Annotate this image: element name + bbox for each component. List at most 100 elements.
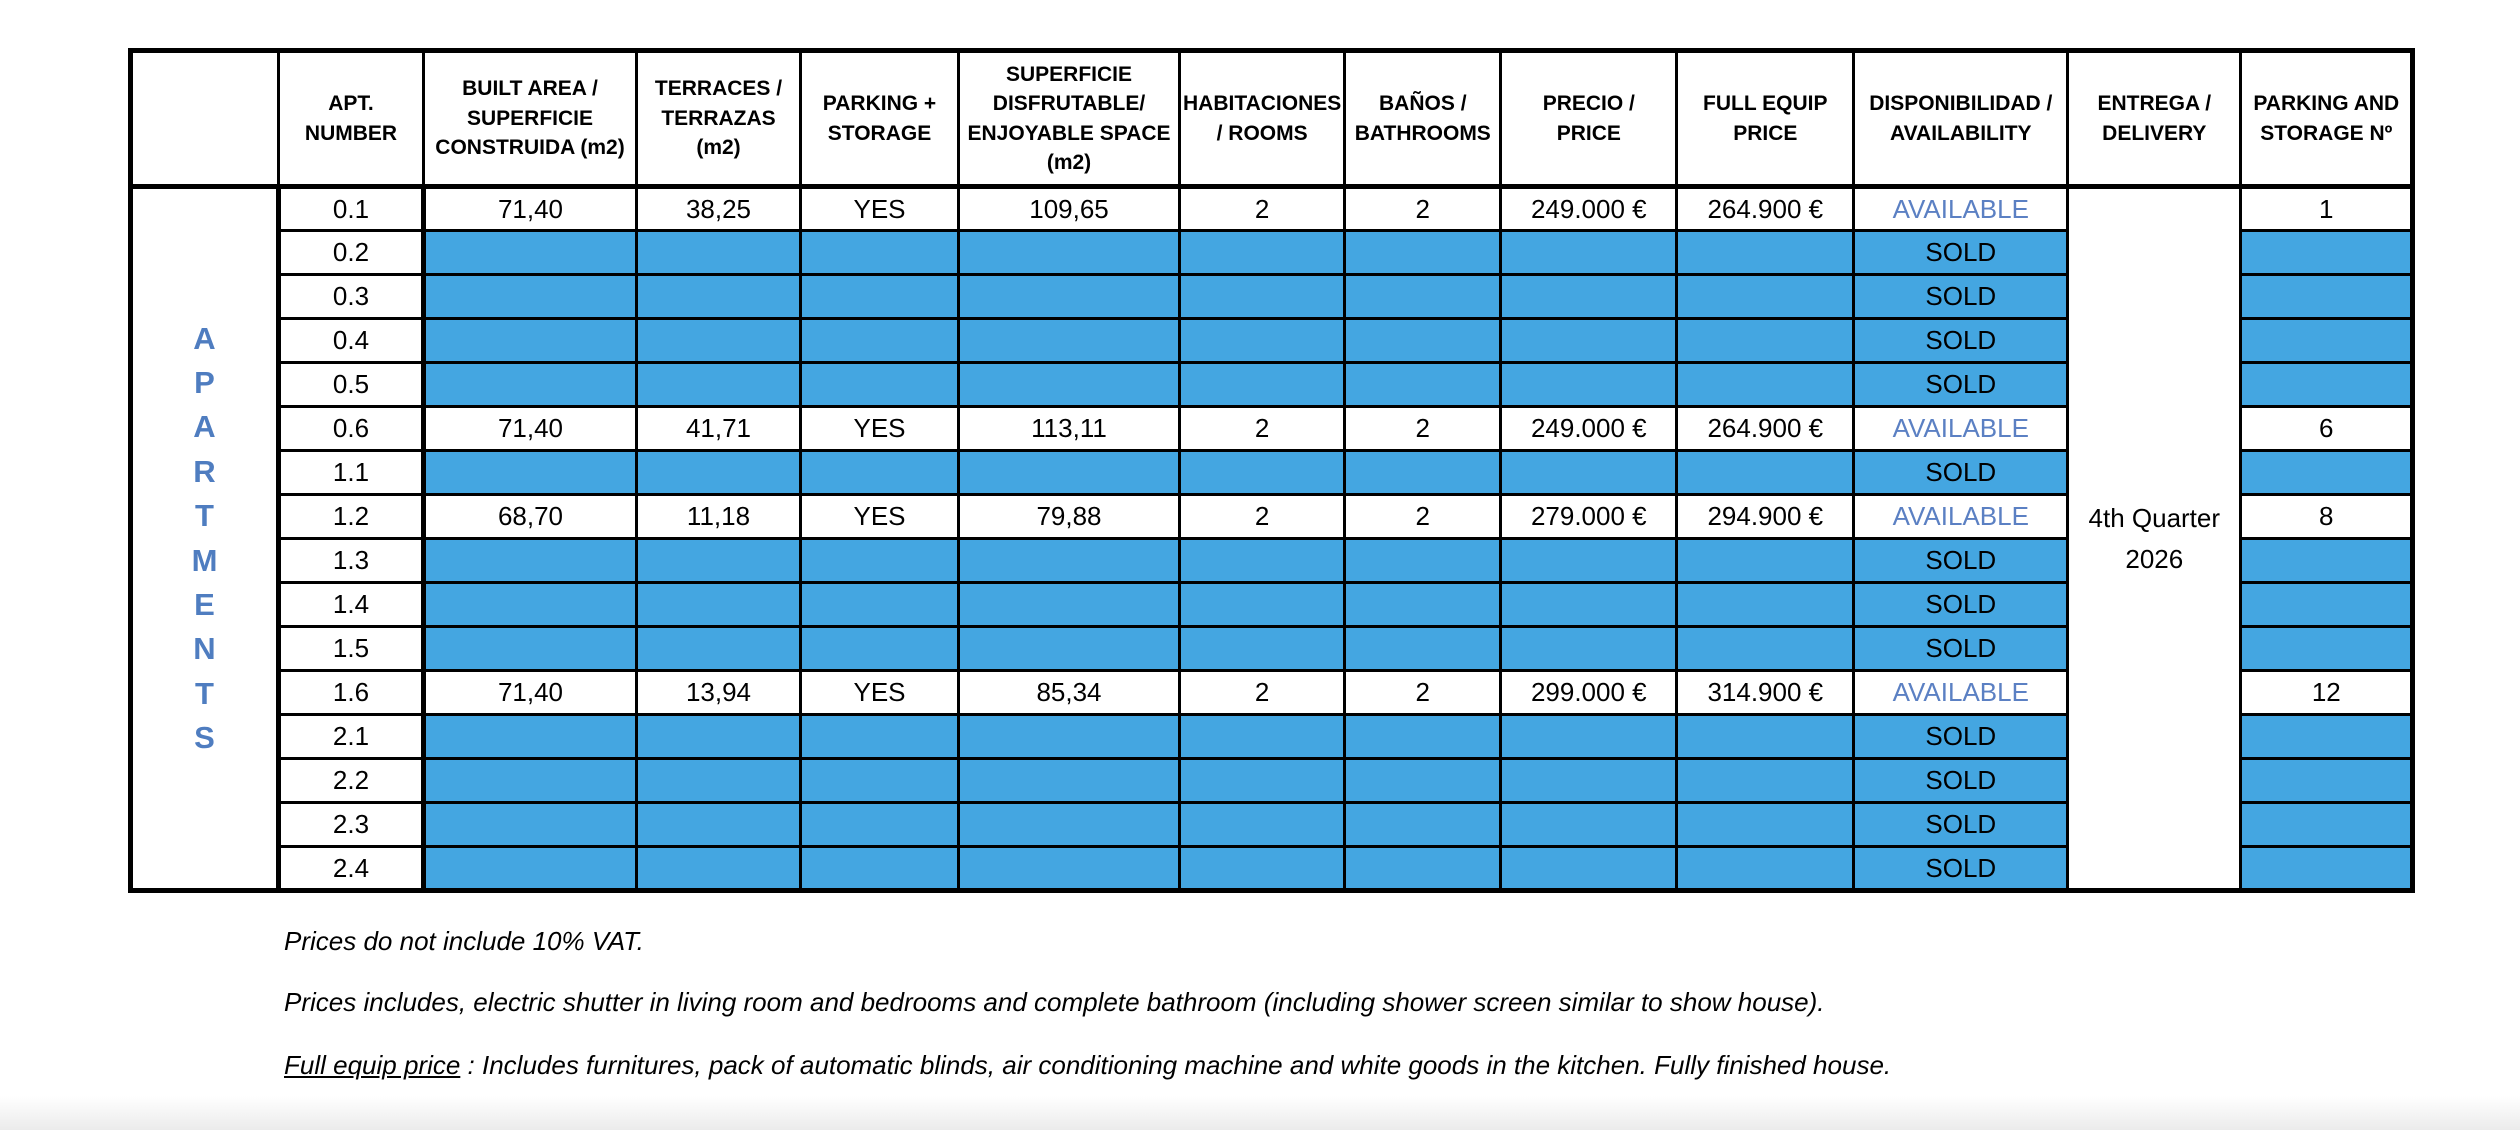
empty-sold-cell bbox=[957, 273, 1181, 320]
rooms-cell: 2 bbox=[1177, 493, 1347, 540]
empty-sold-cell bbox=[2239, 317, 2415, 364]
price-cell: 299.000 € bbox=[1499, 669, 1679, 716]
empty-sold-cell bbox=[635, 361, 802, 408]
space-cell: 79,88 bbox=[957, 493, 1181, 540]
table-row: 1.3 SOLD bbox=[131, 537, 2415, 584]
empty-sold-cell bbox=[1675, 581, 1856, 628]
delivery-cell: 4th Quarter 2026 bbox=[2066, 185, 2243, 892]
empty-sold-cell bbox=[799, 801, 960, 848]
empty-sold-cell bbox=[635, 273, 802, 320]
parking-cell: YES bbox=[799, 669, 960, 716]
empty-sold-cell bbox=[1675, 757, 1856, 804]
empty-sold-cell bbox=[1675, 801, 1856, 848]
empty-sold-cell bbox=[1177, 317, 1347, 364]
empty-sold-cell bbox=[1343, 361, 1503, 408]
vertical-letter: P bbox=[194, 364, 215, 400]
empty-sold-cell bbox=[799, 537, 960, 584]
space-cell: 109,65 bbox=[957, 185, 1181, 232]
empty-sold-cell bbox=[422, 625, 638, 672]
empty-sold-cell bbox=[1675, 317, 1856, 364]
empty-sold-cell bbox=[1499, 449, 1679, 496]
apt-number-cell: 2.1 bbox=[276, 713, 426, 760]
empty-sold-cell bbox=[422, 449, 638, 496]
vertical-letter: E bbox=[194, 586, 215, 622]
empty-sold-cell bbox=[1499, 581, 1679, 628]
price-cell: 249.000 € bbox=[1499, 405, 1679, 452]
empty-sold-cell bbox=[1499, 625, 1679, 672]
table-row: A P A R T M E N T S 0.1 71,40 38,25 YES bbox=[129, 185, 2415, 892]
empty-sold-cell bbox=[1177, 229, 1347, 276]
bathrooms-cell: 2 bbox=[1343, 669, 1503, 716]
price-cell: 249.000 € bbox=[1499, 185, 1679, 232]
space-cell: 113,11 bbox=[957, 405, 1181, 452]
empty-sold-cell bbox=[635, 845, 802, 892]
footnote-vat: Prices do not include 10% VAT. bbox=[284, 926, 644, 956]
empty-sold-cell bbox=[2239, 361, 2415, 408]
col-header-delivery: ENTREGA / DELIVERY bbox=[2066, 49, 2243, 189]
empty-sold-cell bbox=[799, 449, 960, 496]
apt-number-cell: 1.5 bbox=[276, 625, 426, 672]
empty-sold-cell bbox=[1177, 713, 1347, 760]
status-cell: SOLD bbox=[1852, 581, 2070, 628]
full-equip-cell: 264.900 € bbox=[1675, 405, 1856, 452]
empty-sold-cell bbox=[1177, 581, 1347, 628]
empty-sold-cell bbox=[1343, 229, 1503, 276]
empty-sold-cell bbox=[635, 625, 802, 672]
empty-sold-cell bbox=[1499, 537, 1679, 584]
status-cell: SOLD bbox=[1852, 537, 2070, 584]
bathrooms-cell: 2 bbox=[1343, 405, 1503, 452]
terraces-cell: 41,71 bbox=[635, 405, 802, 452]
empty-sold-cell bbox=[1499, 713, 1679, 760]
apt-number-cell: 2.4 bbox=[276, 845, 426, 892]
empty-sold-cell bbox=[2239, 229, 2415, 276]
col-header-parking-storage: PARKING + STORAGE bbox=[799, 49, 960, 189]
full-equip-cell: 264.900 € bbox=[1675, 185, 1856, 232]
empty-sold-cell bbox=[422, 229, 638, 276]
empty-sold-cell bbox=[957, 625, 1181, 672]
table-row: 0.5 SOLD bbox=[131, 361, 2415, 408]
empty-sold-cell bbox=[1499, 801, 1679, 848]
empty-sold-cell bbox=[422, 317, 638, 364]
status-cell: AVAILABLE bbox=[1852, 669, 2070, 716]
table-row: 0.4 SOLD bbox=[131, 317, 2415, 364]
empty-sold-cell bbox=[1499, 317, 1679, 364]
bathrooms-cell: 2 bbox=[1343, 493, 1503, 540]
storage-no-cell: 6 bbox=[2239, 405, 2415, 452]
empty-sold-cell bbox=[1177, 449, 1347, 496]
empty-sold-cell bbox=[1177, 273, 1347, 320]
empty-sold-cell bbox=[2239, 581, 2415, 628]
empty-sold-cell bbox=[799, 361, 960, 408]
vertical-letter: N bbox=[193, 631, 216, 667]
table-row: 1.6 71,40 13,94 YES 85,34 2 2 299.000 € … bbox=[131, 669, 2415, 716]
empty-sold-cell bbox=[422, 713, 638, 760]
price-cell: 279.000 € bbox=[1499, 493, 1679, 540]
table-row: 2.4 SOLD bbox=[131, 845, 2415, 892]
apt-number-cell: 0.1 bbox=[276, 185, 426, 232]
table-row: 1.1 SOLD bbox=[131, 449, 2415, 496]
empty-sold-cell bbox=[635, 317, 802, 364]
status-cell: SOLD bbox=[1852, 361, 2070, 408]
vertical-letter: T bbox=[195, 498, 214, 534]
empty-sold-cell bbox=[422, 845, 638, 892]
empty-sold-cell bbox=[957, 801, 1181, 848]
storage-no-cell: 1 bbox=[2239, 185, 2415, 232]
apt-number-cell: 2.3 bbox=[276, 801, 426, 848]
empty-sold-cell bbox=[2239, 845, 2415, 892]
status-cell: SOLD bbox=[1852, 845, 2070, 892]
empty-sold-cell bbox=[635, 581, 802, 628]
table-row: 0.3 SOLD bbox=[131, 273, 2415, 320]
empty-sold-cell bbox=[1343, 537, 1503, 584]
col-header-apt-number: APT. NUMBER bbox=[277, 49, 425, 189]
table-row: 0.6 71,40 41,71 YES 113,11 2 2 249.000 €… bbox=[131, 405, 2415, 452]
terraces-cell: 11,18 bbox=[635, 493, 802, 540]
empty-sold-cell bbox=[957, 229, 1181, 276]
empty-sold-cell bbox=[1675, 229, 1856, 276]
terraces-cell: 13,94 bbox=[635, 669, 802, 716]
empty-sold-cell bbox=[1343, 581, 1503, 628]
footnote-full-equip-label: Full equip price bbox=[284, 1050, 461, 1080]
empty-sold-cell bbox=[635, 537, 802, 584]
empty-sold-cell bbox=[635, 801, 802, 848]
empty-sold-cell bbox=[1343, 625, 1503, 672]
status-cell: SOLD bbox=[1852, 757, 2070, 804]
empty-sold-cell bbox=[1499, 361, 1679, 408]
